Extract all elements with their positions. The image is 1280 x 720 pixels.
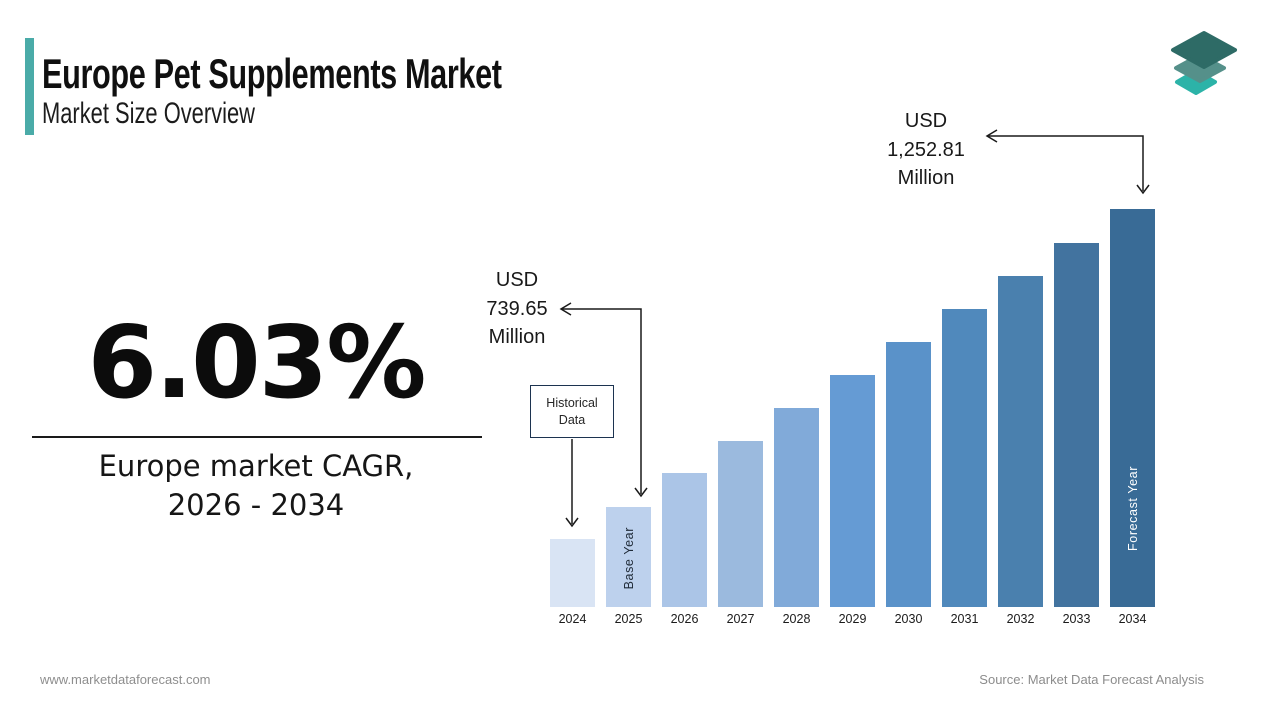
bar-2029 (830, 375, 875, 607)
forecast-year-label: Forecast Year (1125, 465, 1140, 551)
bar-2033 (1054, 243, 1099, 607)
cagr-caption-line1: Europe market CAGR, (98, 449, 414, 483)
title-accent-bar (25, 38, 34, 135)
x-tick-2026: 2026 (670, 612, 699, 626)
x-tick-2029: 2029 (838, 612, 867, 626)
bar-2028 (774, 408, 819, 607)
arrow-forecast-year (985, 129, 1150, 195)
website-url: www.marketdataforecast.com (40, 672, 211, 687)
bar-2031 (942, 309, 987, 607)
cagr-value: 6.03% (87, 304, 427, 421)
annotation-2034-value: USD 1,252.81 Million (887, 110, 965, 189)
page-title: Europe Pet Supplements Market (42, 50, 502, 97)
historical-data-box: Historical Data (530, 385, 614, 438)
bar-2027 (718, 441, 763, 607)
arrow-historical-data (565, 439, 579, 528)
bar-2024 (550, 539, 595, 607)
x-tick-2032: 2032 (1006, 612, 1035, 626)
bar-2032 (998, 276, 1043, 607)
source-credit: Source: Market Data Forecast Analysis (979, 672, 1204, 687)
base-year-label: Base Year (621, 526, 636, 590)
page-subtitle: Market Size Overview (42, 97, 255, 130)
x-tick-2033: 2033 (1062, 612, 1091, 626)
x-tick-2031: 2031 (950, 612, 979, 626)
x-tick-2025: 2025 (614, 612, 643, 626)
cagr-caption-line2: 2026 - 2034 (167, 488, 345, 522)
x-tick-2027: 2027 (726, 612, 755, 626)
cagr-caption: Europe market CAGR, 2026 - 2034 (30, 447, 482, 525)
bar-2030 (886, 342, 931, 607)
bar-2025 (606, 507, 651, 607)
stat-divider (32, 436, 482, 438)
annotation-2025-value: USD 739.65 Million (486, 269, 548, 348)
x-tick-2028: 2028 (782, 612, 811, 626)
x-tick-2030: 2030 (894, 612, 923, 626)
layers-logo-icon (1171, 31, 1237, 95)
x-tick-2024: 2024 (558, 612, 587, 626)
bar-2034 (1110, 209, 1155, 607)
x-tick-2034: 2034 (1118, 612, 1147, 626)
bar-2026 (662, 473, 707, 607)
